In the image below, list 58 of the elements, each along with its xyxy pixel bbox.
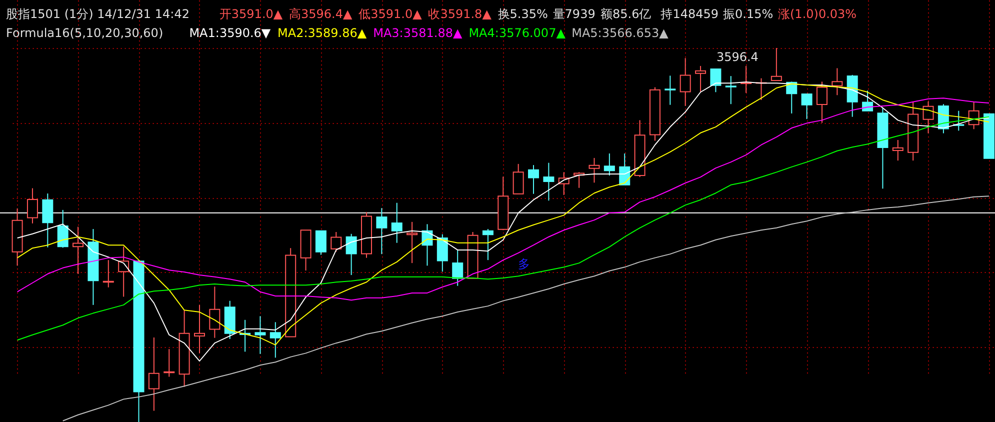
candlestick: [953, 110, 964, 132]
text: 换5.35%: [498, 7, 548, 21]
candlestick: [72, 226, 84, 274]
candlestick: [482, 228, 494, 261]
candlestick: [254, 316, 266, 354]
candlestick: [604, 152, 615, 176]
candlestick: [148, 336, 160, 412]
candlestick: [725, 76, 736, 105]
text: 低3591.0▲: [358, 7, 423, 21]
text: MA2:3589.86▲: [278, 26, 368, 40]
candlestick: [406, 221, 418, 264]
candlestick: [436, 234, 448, 272]
candlestick: [315, 230, 326, 256]
text: MA5:3566.653▲: [572, 26, 670, 40]
candlestick: [26, 188, 38, 224]
candlestick: [102, 260, 114, 288]
text: 涨(1.0)0.03%: [778, 7, 857, 21]
text: 振0.15%: [723, 7, 774, 21]
candlestick: [42, 192, 54, 248]
text: 收3591.8▲: [428, 7, 492, 21]
candlestick: [57, 209, 68, 248]
text: MA4:3576.007▲: [468, 26, 566, 40]
candlestick: [528, 164, 540, 194]
chart-subtitle: Formula16(5,10,20,30,60): [6, 26, 164, 40]
text: MA1:3590.6▼: [189, 26, 272, 40]
candlestick: [801, 94, 812, 120]
candlestick: [816, 81, 828, 124]
candlestick: [862, 90, 874, 112]
text: 开3591.0▲: [219, 7, 284, 21]
candlestick: [892, 140, 904, 162]
chart-title: 股指1501 (1分) 14/12/31 14:42: [6, 7, 190, 21]
candlestick: [270, 322, 281, 358]
candlestick: [770, 48, 782, 82]
candlestick: [543, 162, 554, 202]
candlestick: [710, 68, 722, 93]
candlestick: [740, 65, 752, 94]
annotation: 多: [518, 257, 530, 271]
candlestick: [164, 348, 175, 378]
candlestick: [330, 232, 342, 252]
candlestick: [391, 202, 402, 244]
text: MA3:3581.88▲: [373, 26, 463, 40]
candlestick: [452, 249, 464, 286]
candlestick: [194, 304, 205, 354]
annotation: 3596.4: [716, 50, 758, 64]
candlestick: [376, 208, 388, 255]
text: 持148459: [660, 7, 719, 21]
text: 量7939: [552, 7, 596, 21]
candlestick: [922, 100, 934, 134]
candlestick: [832, 68, 843, 96]
candlestick: [512, 163, 524, 194]
candlestick: [588, 157, 600, 184]
candlestick: [680, 58, 691, 106]
text: 高3596.4▲: [289, 7, 353, 21]
candlestick: [346, 233, 357, 276]
candlestick: [209, 286, 220, 338]
candlestick: [695, 65, 706, 92]
text: 额85.6亿: [600, 7, 652, 21]
candlestick: [664, 75, 676, 106]
